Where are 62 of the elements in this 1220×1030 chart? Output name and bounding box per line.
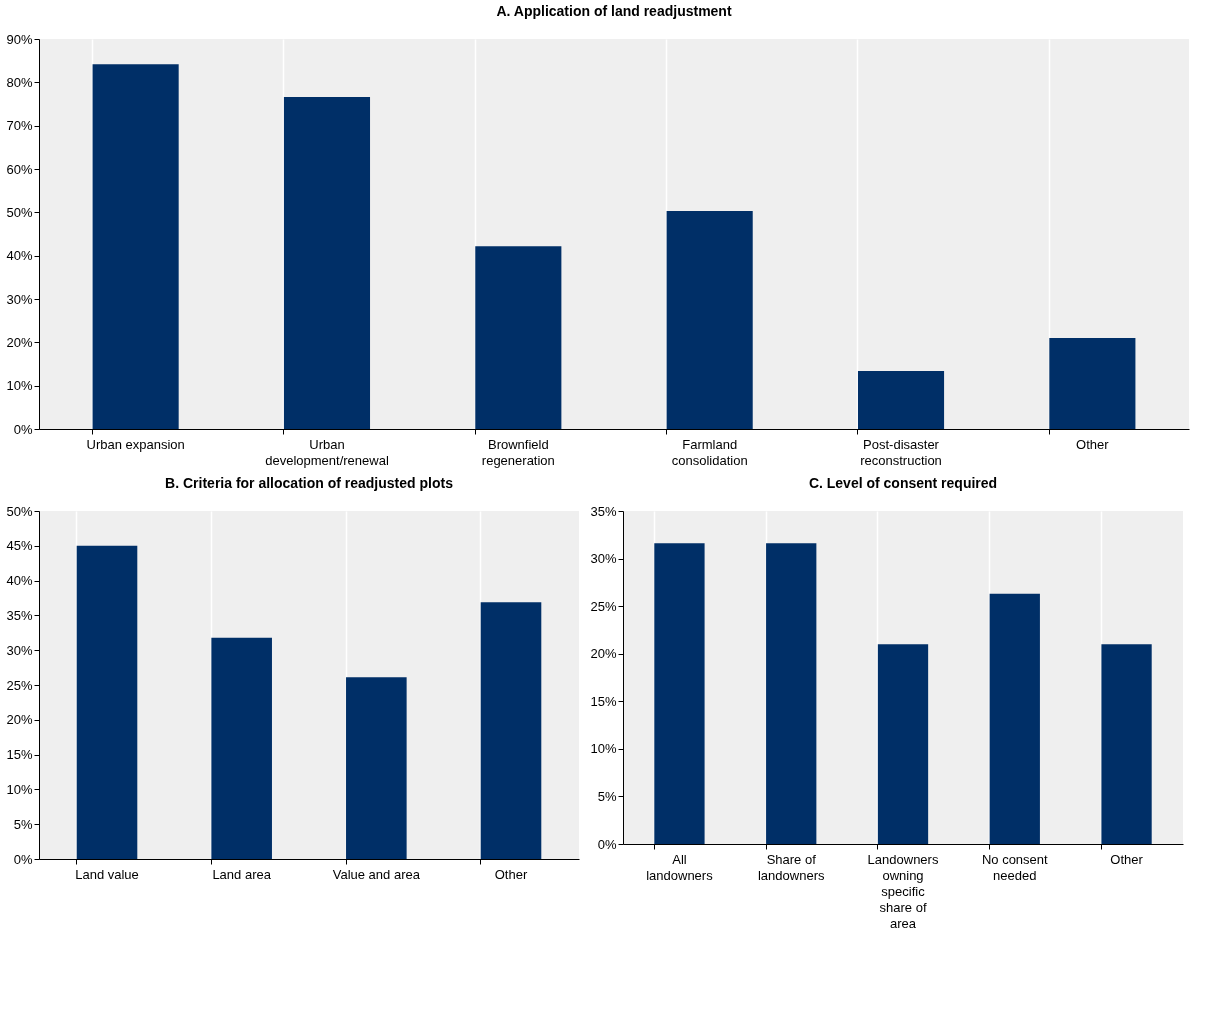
- x-tick-label: Land area: [212, 866, 272, 882]
- y-tick-label: 80%: [6, 74, 33, 90]
- bar: [654, 543, 705, 844]
- chart-title: C. Level of consent required: [808, 475, 998, 491]
- y-tick-label: 50%: [6, 204, 33, 220]
- y-tick-label: 30%: [6, 291, 33, 307]
- y-tick-label: 90%: [6, 31, 33, 47]
- y-tick-label: 20%: [590, 646, 617, 662]
- y-tick-label: 40%: [6, 248, 33, 264]
- chart-title: B. Criteria for allocation of readjusted plots: [165, 475, 454, 491]
- x-tick-label: Other: [1076, 436, 1110, 452]
- bar: [1101, 644, 1152, 844]
- bar: [475, 246, 562, 429]
- chart-title: A. Application of land readjustment: [496, 3, 732, 19]
- y-tick-label: 10%: [6, 781, 33, 797]
- y-tick-label: 20%: [6, 712, 33, 728]
- bar: [877, 644, 929, 844]
- y-tick-label: 15%: [590, 693, 617, 709]
- y-tick-label: 10%: [6, 378, 33, 394]
- y-tick-label: 25%: [6, 677, 33, 693]
- x-tick-label: Share of landowners: [757, 851, 825, 883]
- y-tick-label: 0%: [597, 836, 617, 852]
- y-tick-label: 0%: [13, 851, 33, 867]
- bar: [211, 637, 272, 859]
- y-tick-label: 40%: [6, 573, 33, 589]
- y-tick-label: 35%: [6, 607, 33, 623]
- x-tick-label: Urban development/renewal: [265, 436, 389, 468]
- bar: [1049, 338, 1136, 429]
- y-tick-label: 35%: [590, 503, 617, 519]
- bar: [766, 543, 817, 844]
- y-tick-label: 25%: [590, 598, 617, 614]
- y-tick-label: 15%: [6, 747, 33, 763]
- x-tick-label: Brownfield regeneration: [481, 436, 555, 468]
- x-tick-label: Urban expansion: [86, 436, 185, 452]
- x-tick-label: Post-disaster reconstruction: [860, 436, 942, 468]
- bar: [857, 370, 945, 429]
- x-tick-label: Land value: [75, 866, 139, 882]
- bar: [76, 545, 138, 859]
- bar: [346, 677, 407, 859]
- y-tick-label: 50%: [6, 503, 33, 519]
- x-tick-label: All landowners: [646, 851, 714, 883]
- x-tick-label: Other: [494, 866, 528, 882]
- y-tick-label: 70%: [6, 118, 33, 134]
- x-tick-label: Other: [1110, 851, 1144, 867]
- y-tick-label: 20%: [6, 334, 33, 350]
- bar: [989, 593, 1040, 844]
- bar: [92, 64, 179, 429]
- y-tick-label: 0%: [13, 421, 33, 437]
- y-tick-label: 10%: [590, 741, 617, 757]
- x-tick-label: No consent needed: [981, 851, 1049, 883]
- y-tick-label: 45%: [6, 538, 33, 554]
- x-tick-label: Value and area: [332, 866, 421, 882]
- x-tick-label: Farmland consolidation: [671, 436, 748, 468]
- y-tick-label: 5%: [597, 788, 617, 804]
- bar: [480, 602, 542, 859]
- y-tick-label: 30%: [6, 642, 33, 658]
- y-tick-label: 5%: [13, 816, 33, 832]
- bar: [666, 211, 753, 429]
- x-tick-label: Landowners owning specific share of area: [867, 851, 939, 931]
- bar: [283, 97, 371, 429]
- y-tick-label: 60%: [6, 161, 33, 177]
- y-tick-label: 30%: [590, 551, 617, 567]
